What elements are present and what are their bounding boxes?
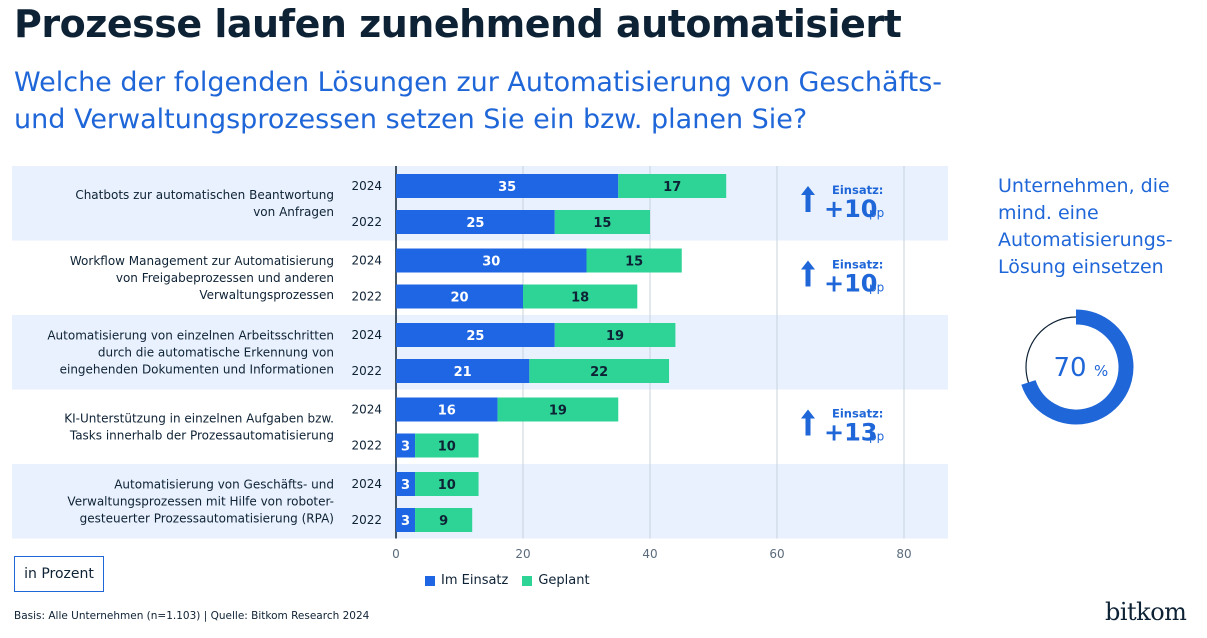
bar-geplant [618, 174, 727, 198]
bar-im-einsatz [396, 248, 587, 273]
bar-geplant [415, 472, 479, 496]
stat-description: Unternehmen, die mind. eine Automatisier… [998, 175, 1173, 278]
bar-im-einsatz [396, 397, 498, 422]
category-label: von Anfragen [253, 205, 334, 219]
value-label-im-einsatz: 35 [498, 180, 516, 195]
arrow-up-icon [801, 186, 815, 212]
bar-geplant [586, 248, 682, 273]
category-label: Verwaltungsprozessen mit Hilfe von robot… [67, 494, 334, 508]
change-label: Einsatz: [832, 183, 883, 197]
value-label-geplant: 19 [606, 329, 624, 344]
category-label: gesteuerter Prozessautomatisierung (RPA) [80, 511, 334, 525]
arrow-up-icon [801, 260, 815, 287]
year-label: 2024 [351, 328, 382, 342]
category-label: Chatbots zur automatischen Beantwortung [75, 188, 334, 202]
change-label: Einsatz: [832, 258, 883, 272]
bar-geplant [554, 210, 650, 234]
legend-label-geplant: Geplant [538, 573, 590, 588]
change-unit: pp [869, 206, 884, 220]
year-label: 2024 [351, 179, 382, 193]
legend-label-im-einsatz: Im Einsatz [441, 573, 509, 588]
year-label: 2022 [351, 439, 382, 453]
bar-im-einsatz [396, 433, 416, 458]
change-value: +13 [824, 419, 878, 447]
value-label-im-einsatz: 25 [466, 216, 484, 231]
legend-swatch-im-einsatz [425, 575, 435, 586]
change-unit: pp [869, 430, 884, 444]
donut-arc [1021, 309, 1134, 425]
category-label: durch die automatische Erkennung von [98, 345, 334, 359]
x-tick-label: 80 [896, 547, 911, 561]
value-label-im-einsatz: 30 [482, 255, 500, 270]
category-label: von Freigabeprozessen und anderen [116, 271, 334, 285]
legend-item-geplant: Geplant [522, 573, 590, 588]
value-label-im-einsatz: 16 [438, 404, 456, 419]
value-label-geplant: 9 [439, 514, 448, 529]
value-label-geplant: 15 [625, 255, 643, 270]
bitkom-logo: bitkom [1105, 598, 1187, 626]
bar-geplant [497, 397, 619, 422]
value-label-im-einsatz: 21 [454, 365, 472, 380]
value-label-im-einsatz: 3 [401, 514, 410, 529]
bar-im-einsatz [396, 284, 523, 309]
value-label-geplant: 17 [663, 180, 681, 195]
bar-im-einsatz [396, 472, 416, 496]
value-label-geplant: 22 [590, 365, 608, 380]
change-label: Einsatz: [832, 407, 883, 421]
bar-im-einsatz [396, 210, 555, 234]
unit-label: in Prozent [14, 556, 104, 592]
chart-subtitle: Welche der folgenden Lösungen zur Automa… [14, 67, 943, 135]
x-tick-label: 60 [769, 547, 784, 561]
value-label-geplant: 15 [593, 216, 611, 231]
category-label: eingehenden Dokumenten und Informationen [60, 362, 334, 376]
category-label: Automatisierung von Geschäfts- und [114, 477, 334, 491]
bar-im-einsatz [396, 508, 416, 532]
x-tick-label: 20 [515, 547, 530, 561]
bar-geplant [415, 508, 473, 532]
category-label: Automatisierung von einzelnen Arbeitssch… [47, 328, 334, 342]
change-value: +10 [824, 270, 878, 298]
value-label-geplant: 10 [438, 478, 456, 493]
year-label: 2022 [351, 513, 382, 527]
source-footer: Basis: Alle Unternehmen (n=1.103) | Quel… [14, 610, 370, 622]
bar-im-einsatz [396, 174, 619, 198]
legend-swatch-geplant [522, 575, 533, 586]
bar-geplant [529, 359, 670, 383]
value-label-im-einsatz: 3 [401, 478, 410, 493]
category-label: Workflow Management zur Automatisierung [70, 254, 334, 268]
year-label: 2024 [351, 254, 382, 268]
value-label-im-einsatz: 25 [466, 329, 484, 344]
x-tick-label: 0 [392, 547, 400, 561]
year-label: 2022 [351, 364, 382, 378]
category-band [12, 464, 948, 539]
category-label: Tasks innerhalb der Prozessautomatisieru… [69, 428, 334, 442]
bar-im-einsatz [396, 359, 530, 383]
category-label: KI-Unterstützung in einzelnen Aufgaben b… [64, 411, 334, 425]
value-label-geplant: 10 [438, 440, 456, 455]
bar-im-einsatz [396, 323, 555, 347]
bar-geplant [554, 323, 676, 347]
year-label: 2022 [351, 290, 382, 304]
page-title: Prozesse laufen zunehmend automatisiert [14, 2, 902, 46]
donut-unit: % [1094, 362, 1108, 380]
bar-geplant [523, 284, 638, 309]
year-label: 2022 [351, 215, 382, 229]
year-label: 2024 [351, 403, 382, 417]
year-label: 2024 [351, 477, 382, 491]
value-label-im-einsatz: 20 [450, 291, 468, 306]
arrow-up-icon [801, 409, 815, 436]
x-tick-label: 40 [642, 547, 657, 561]
change-value: +10 [824, 195, 878, 223]
change-unit: pp [869, 281, 884, 295]
bar-geplant [415, 433, 479, 458]
value-label-geplant: 18 [571, 291, 589, 306]
legend-item-im-einsatz: Im Einsatz [425, 573, 508, 588]
donut-value: 70 [1053, 353, 1086, 383]
chart-legend: Im Einsatz Geplant [425, 573, 590, 588]
value-label-geplant: 19 [549, 404, 567, 419]
value-label-im-einsatz: 3 [401, 440, 410, 455]
category-label: Verwaltungsprozessen [199, 288, 334, 302]
